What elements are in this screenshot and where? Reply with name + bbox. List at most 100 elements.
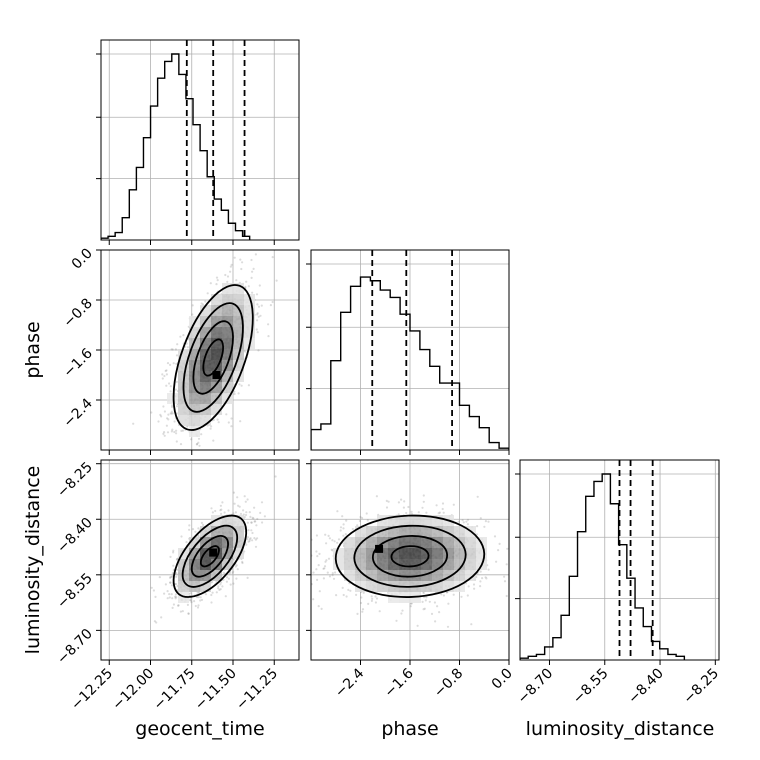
sample-point [506,547,509,550]
density-cell [200,581,211,592]
sample-point [232,570,235,573]
sample-point [226,280,229,283]
sample-point [400,498,403,501]
sample-point [170,410,173,413]
sample-point [246,498,249,501]
sample-point [472,583,476,586]
density-cell [377,581,388,592]
sample-point [235,564,238,567]
sample-point [172,469,174,471]
sample-point [232,491,235,494]
sample-point [224,595,227,598]
density-cell [366,526,377,537]
sample-point [336,510,339,513]
density-cell [189,404,200,415]
sample-point [476,525,479,528]
sample-point [452,593,455,596]
sample-point [422,494,425,497]
density-cell [200,371,211,382]
density-cell [366,559,377,570]
sample-point [168,382,171,385]
density-cell [222,382,233,393]
sample-point [237,392,240,395]
density-cell [211,559,222,570]
density-peak [375,544,384,553]
x-tick-label: −0.8 [431,666,466,701]
contour-1 [192,320,234,395]
density-cell [388,548,399,559]
sample-point [428,600,431,603]
sample-point [255,293,259,296]
sample-point [497,549,500,552]
x-tick-label: −8.25 [680,666,722,708]
density-cell [454,537,465,548]
sample-point [436,605,439,608]
density-cell [465,548,476,559]
sample-point [315,550,318,553]
sample-point [466,523,469,526]
density-cell [421,581,432,592]
sample-point [241,261,244,264]
sample-point [323,567,326,570]
density-cell [432,526,443,537]
sample-point [181,610,184,613]
sample-point [239,512,243,516]
sample-point [498,542,501,546]
sample-point [312,571,315,574]
sample-point [165,384,168,387]
density-cell [454,581,465,592]
density-cell [366,581,377,592]
sample-point [473,587,476,590]
sample-point [400,612,403,615]
sample-point [175,429,178,432]
sample-point [435,504,438,507]
density-cell [233,283,244,294]
sample-point [484,576,487,579]
sample-point [247,540,250,543]
sample-point [170,575,173,579]
sample-point [256,303,259,306]
sample-point [233,256,236,259]
sample-point [221,501,224,504]
density-cell [355,581,366,592]
sample-point [171,597,174,600]
sample-point [188,524,191,527]
density-cell [167,393,178,404]
sample-point [457,520,460,523]
sample-point [173,430,176,434]
density-cell [366,570,377,581]
sample-point [254,253,257,256]
sample-point [251,270,254,273]
sample-point [359,515,362,519]
sample-point [256,517,259,521]
sample-point [487,520,490,523]
density-cell [211,360,222,371]
sample-point [181,514,183,516]
sample-point [466,594,469,597]
sample-point [171,455,173,457]
sample-point [214,509,217,513]
sample-point [196,442,199,446]
sample-point [177,604,180,607]
density-cell [222,349,233,360]
density-cell [222,305,233,316]
density-cell [200,327,211,338]
sample-point [181,454,183,456]
sample-point [244,350,247,353]
sample-point [174,593,177,596]
sample-point [170,348,173,351]
sample-point [182,334,185,337]
contour-1 [190,535,229,578]
density-cell [410,559,421,570]
sample-point [267,335,270,338]
sample-point [245,511,248,514]
density-cell [432,548,443,559]
density-cell [222,526,233,537]
sample-point [219,504,222,507]
sample-point [271,256,274,259]
sample-point [249,537,252,540]
sample-point [189,592,192,595]
sample-point [465,520,468,523]
histogram-step [101,53,251,240]
sample-point [159,413,162,416]
